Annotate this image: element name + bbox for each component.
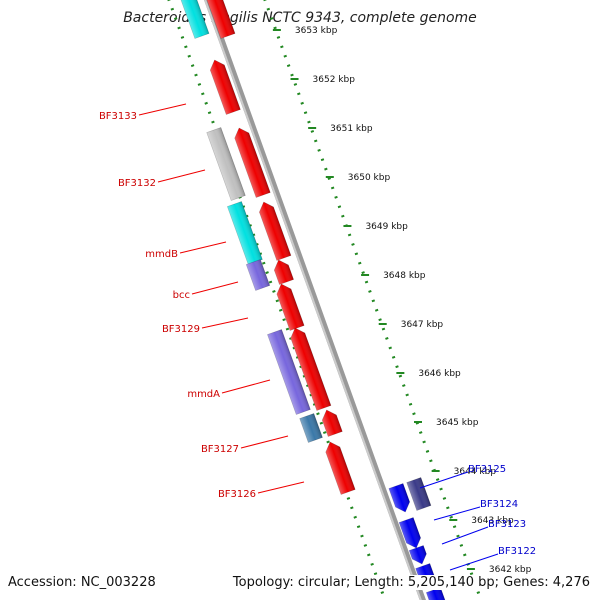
feature-bf3127	[299, 413, 323, 443]
tick-label: 3648 kbp	[383, 271, 426, 281]
tick-label: 3642 kbp	[489, 565, 532, 575]
genome-backbone	[203, 0, 427, 600]
feature-bf3124-navy	[406, 477, 432, 511]
tick-label: 3649 kbp	[365, 222, 408, 232]
gene-label-bf3129: BF3129	[162, 324, 200, 335]
tick-label: 3647 kbp	[401, 320, 444, 330]
gene-label-bf3123: BF3123	[488, 519, 526, 530]
feature-red-top	[203, 0, 236, 39]
tick-label: 3652 kbp	[313, 75, 356, 85]
feature-bf3124	[398, 517, 421, 549]
feature-mmdb-red	[259, 201, 292, 261]
gene-label-mmdb: mmdB	[145, 249, 178, 260]
feature-bf3132-red	[234, 127, 271, 198]
gene-label-bf3124: BF3124	[480, 499, 518, 510]
leader-line	[449, 553, 499, 571]
leader-line	[441, 526, 489, 545]
leader-line	[240, 435, 289, 449]
leader-line	[221, 379, 271, 394]
ruler-left	[167, 0, 387, 600]
gene-label-bf3126: BF3126	[218, 489, 256, 500]
feature-bcc	[245, 259, 271, 291]
feature-mmda-red	[290, 327, 332, 411]
leader-line	[257, 481, 305, 494]
feature-bf3125	[388, 483, 410, 513]
feature-bf3132	[206, 127, 246, 201]
tick-label: 3643 kbp	[471, 516, 514, 526]
leader-line	[191, 281, 239, 295]
gene-label-bf3125: BF3125	[468, 464, 506, 475]
accession-text: Accession: NC_003228	[8, 575, 156, 590]
feature-bf3133	[209, 59, 241, 115]
feature-bf3127-red	[321, 409, 343, 437]
feature-cyan-top	[177, 0, 210, 39]
tick-label: 3653 kbp	[295, 26, 338, 36]
tick-label: 3650 kbp	[348, 173, 391, 183]
gene-label-mmda: mmdA	[187, 389, 220, 400]
leader-line	[179, 241, 227, 254]
leader-line	[201, 317, 249, 329]
leader-line	[419, 471, 469, 489]
gene-label-bf3133: BF3133	[99, 111, 137, 122]
ruler-right	[263, 0, 483, 600]
topology-text: Topology: circular; Length: 5,205,140 bp…	[232, 575, 590, 590]
feature-bf3123	[408, 545, 427, 565]
leader-line	[138, 103, 187, 116]
feature-mmda	[267, 329, 311, 415]
tick-label: 3645 kbp	[436, 418, 479, 428]
feature-bcc-red	[273, 259, 294, 285]
gene-label-bf3132: BF3132	[118, 178, 156, 189]
gene-label-bf3122: BF3122	[498, 546, 536, 557]
tick-label: 3644 kbp	[454, 467, 497, 477]
tick-label: 3651 kbp	[330, 124, 373, 134]
tick-label: 3646 kbp	[418, 369, 461, 379]
feature-mmdb	[226, 201, 263, 265]
feature-bf3129	[276, 283, 305, 331]
feature-bf3126	[325, 441, 356, 495]
gene-label-bf3127: BF3127	[201, 444, 239, 455]
gene-label-bcc: bcc	[173, 290, 190, 301]
leader-line	[157, 169, 206, 183]
leader-line	[433, 506, 481, 521]
